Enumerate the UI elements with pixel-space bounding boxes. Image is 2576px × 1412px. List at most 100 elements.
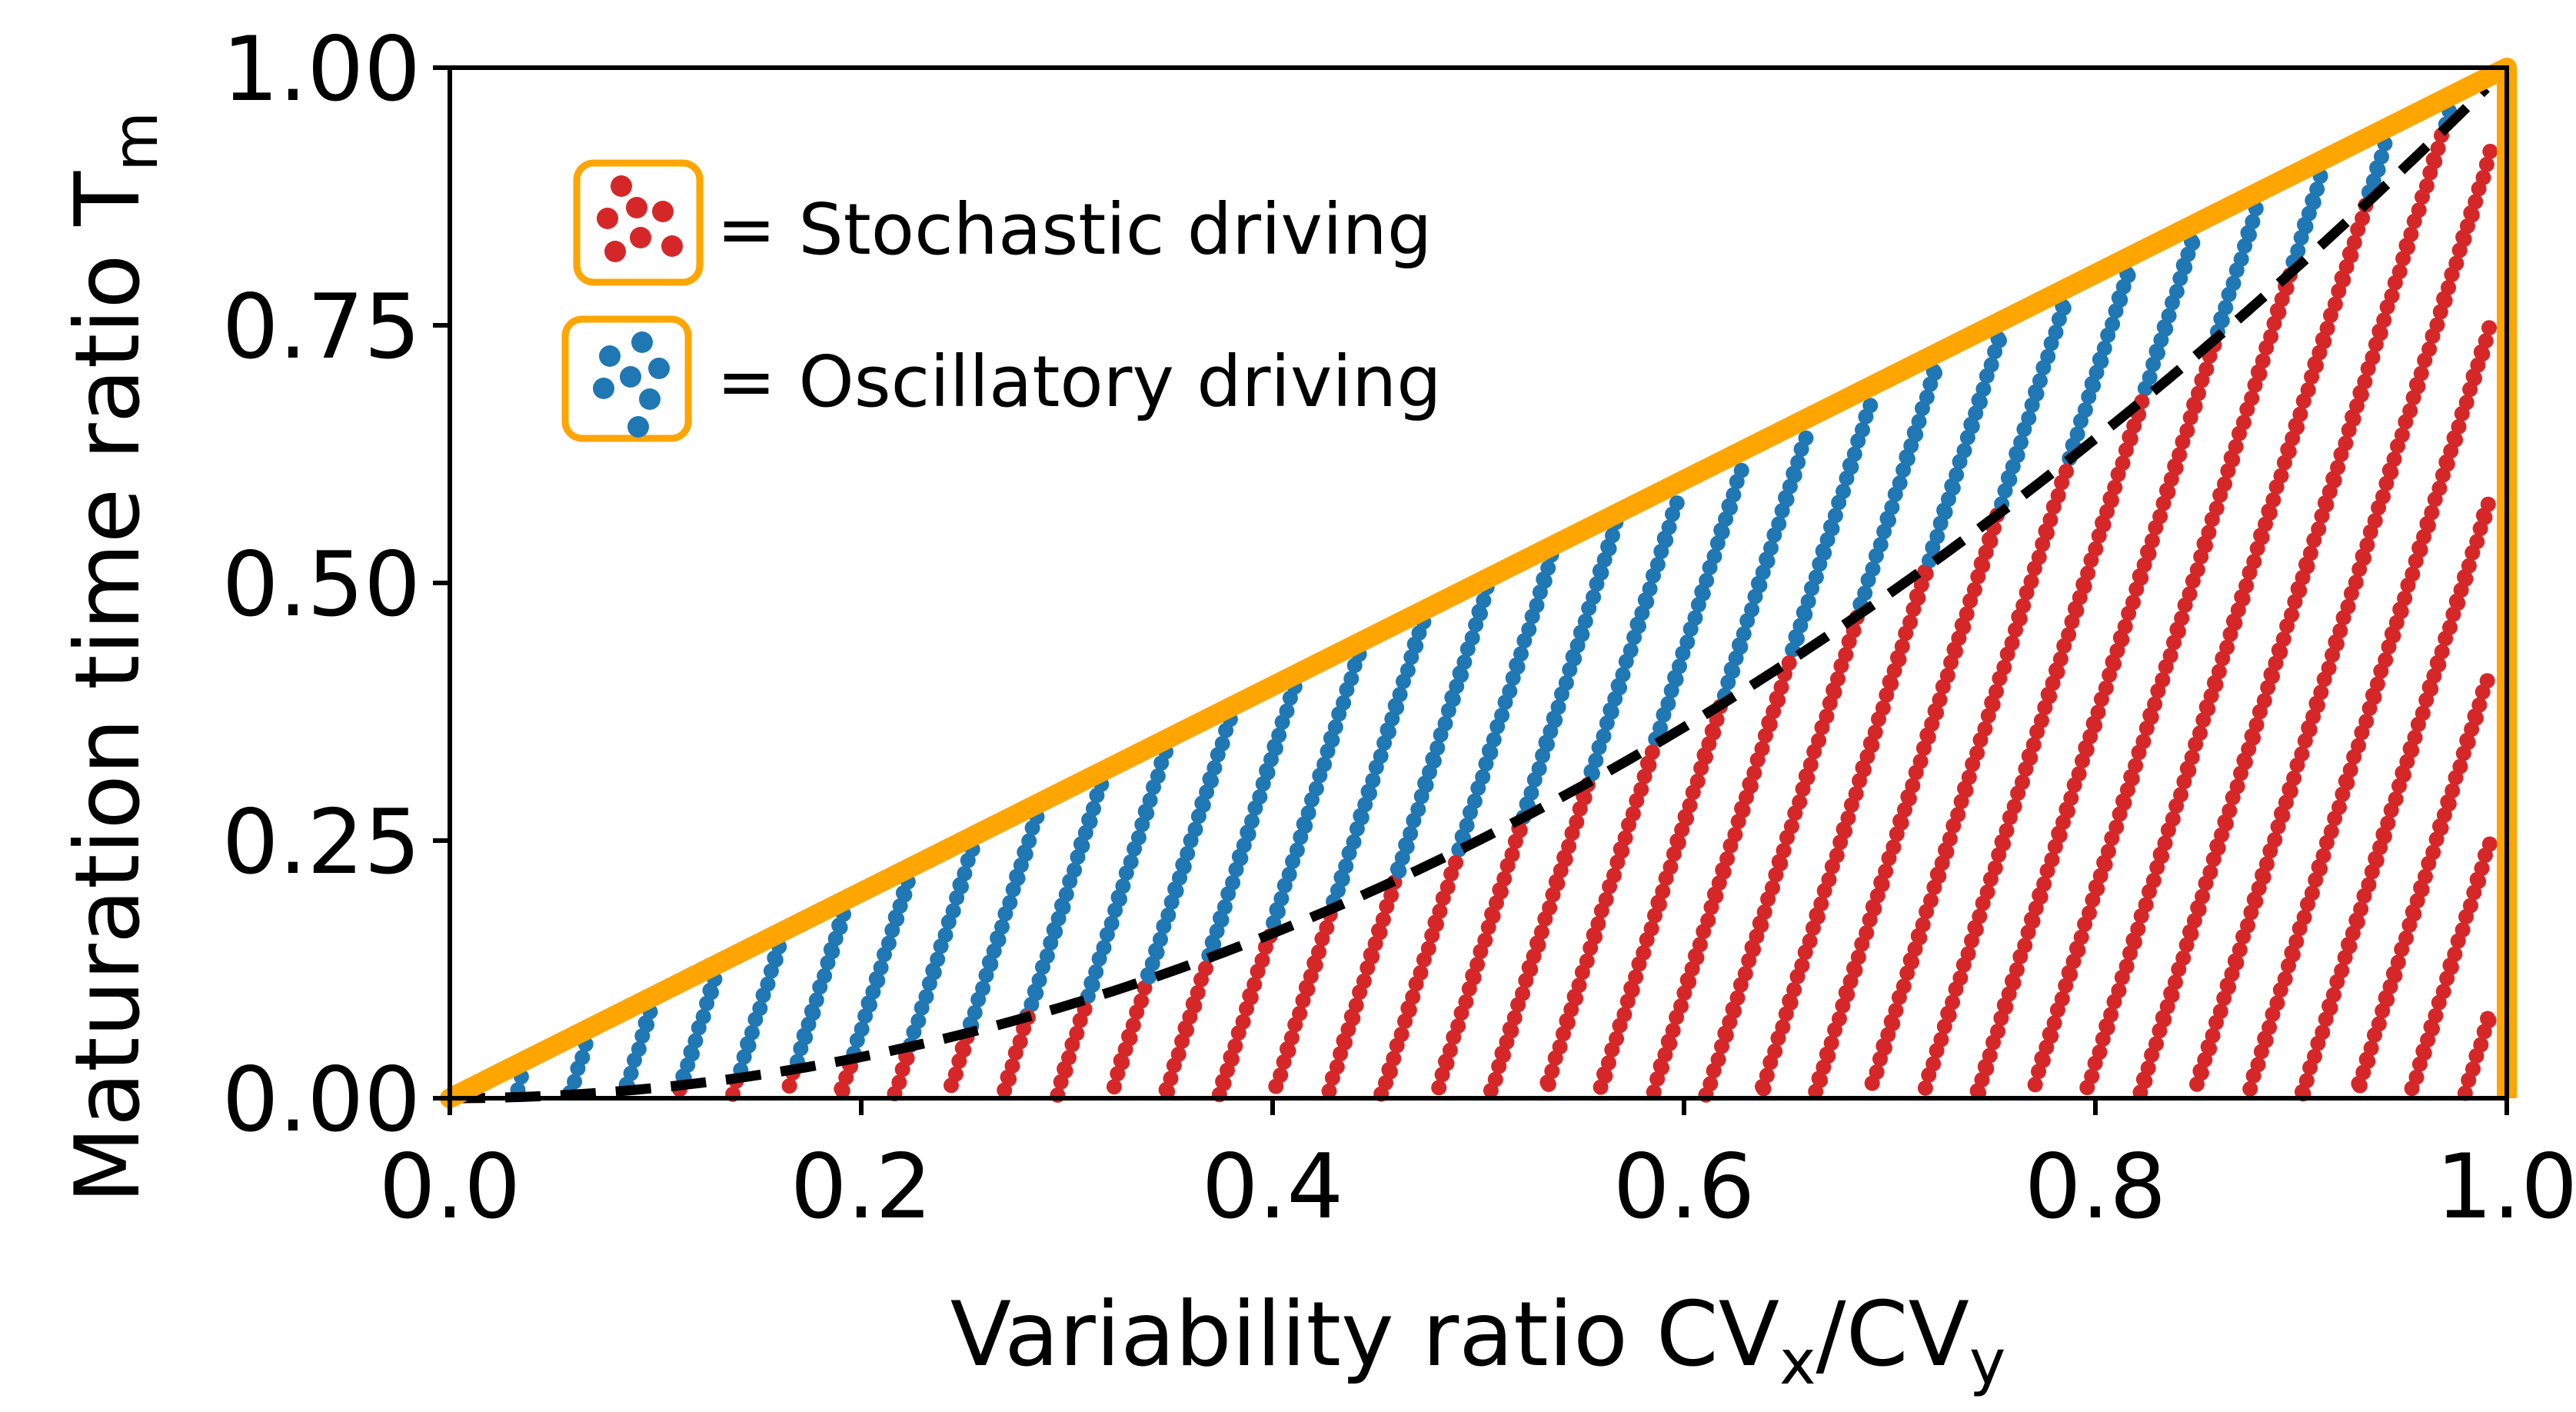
stochastic-point <box>1254 952 1270 968</box>
stochastic-point <box>1540 1076 1556 1092</box>
stochastic-point <box>1641 758 1657 774</box>
oscillatory-point <box>2309 181 2325 198</box>
x-tick-label: 0.8 <box>2025 1135 2166 1239</box>
stochastic-point <box>2275 808 2291 824</box>
stochastic-point <box>2191 901 2207 917</box>
stochastic-point <box>1665 1022 1681 1038</box>
stochastic-point <box>2050 488 2066 504</box>
stochastic-point <box>2282 783 2298 799</box>
stochastic-point <box>2054 991 2070 1007</box>
stochastic-point <box>2202 864 2218 881</box>
oscillatory-point <box>752 1001 768 1017</box>
oscillatory-point <box>1945 480 1961 496</box>
stochastic-point <box>2441 796 2457 812</box>
stochastic-point <box>2005 975 2022 991</box>
stochastic-point <box>2025 913 2041 929</box>
oscillatory-point <box>1540 560 1556 576</box>
stochastic-point <box>2431 657 2447 673</box>
stochastic-point <box>1576 790 1593 806</box>
stochastic-point <box>2202 1041 2218 1057</box>
stochastic-point <box>2397 591 2413 606</box>
stochastic-point <box>834 1083 850 1099</box>
stochastic-point <box>2294 746 2310 762</box>
oscillatory-point <box>1399 662 1416 678</box>
stochastic-point <box>1759 1067 1775 1084</box>
stochastic-point <box>1985 697 2001 713</box>
stochastic-point <box>2315 848 2331 864</box>
stochastic-point <box>2042 688 2058 704</box>
stochastic-point <box>2167 974 2183 991</box>
stochastic-point <box>2098 680 2114 696</box>
stochastic-point <box>1448 854 1463 871</box>
stochastic-point <box>2261 1019 2278 1035</box>
stochastic-point <box>2225 451 2241 468</box>
stochastic-point <box>1939 844 1955 860</box>
stochastic-point <box>2061 627 2077 643</box>
stochastic-point <box>1782 994 1799 1011</box>
oscillatory-point <box>1180 845 1196 861</box>
stochastic-point <box>1737 966 1753 982</box>
stochastic-point <box>2173 787 2188 803</box>
stochastic-point <box>2208 500 2225 516</box>
oscillatory-point <box>1899 451 1915 467</box>
stochastic-point <box>2402 403 2418 419</box>
y-tick-label: 0.25 <box>222 791 421 894</box>
stochastic-point <box>2458 571 2474 587</box>
stochastic-point <box>2043 1028 2059 1044</box>
oscillatory-point <box>1744 601 1760 618</box>
oscillatory-point <box>1862 398 1879 414</box>
stochastic-point <box>2181 762 2197 778</box>
oscillatory-point <box>2177 259 2193 275</box>
oscillatory-point <box>1523 785 1539 801</box>
stochastic-point <box>1386 1051 1402 1067</box>
stochastic-point <box>2281 444 2297 460</box>
stochastic-point <box>2095 517 2112 533</box>
oscillatory-point <box>1919 389 1935 405</box>
stochastic-point <box>1125 1017 1141 1034</box>
stochastic-point <box>2084 1068 2100 1084</box>
stochastic-point <box>1636 945 1652 961</box>
stochastic-point <box>1568 991 1584 1007</box>
oscillatory-point <box>1983 357 1999 373</box>
oscillatory-point <box>1486 731 1502 748</box>
oscillatory-point <box>687 1033 704 1049</box>
y-axis-label: Maturation time ratio Tm <box>56 112 171 1204</box>
stochastic-point <box>2418 178 2435 194</box>
oscillatory-point <box>1881 512 1896 528</box>
stochastic-point <box>2395 767 2411 783</box>
stochastic-point <box>2321 660 2337 676</box>
stochastic-point <box>1969 745 1985 761</box>
stochastic-point <box>2407 729 2423 745</box>
stochastic-point <box>2451 418 2467 435</box>
x-axis-label-sub2: y <box>1969 1327 2005 1398</box>
oscillatory-point <box>918 989 934 1004</box>
stochastic-point <box>1982 533 1999 549</box>
stochastic-point <box>2308 358 2324 374</box>
oscillatory-point <box>1588 752 1604 768</box>
legend: = Stochastic driving = Oscillatory drivi… <box>561 159 1442 442</box>
stochastic-point <box>2172 447 2188 463</box>
x-tick-label: 0.2 <box>790 1135 932 1239</box>
oscillatory-point <box>910 1013 927 1029</box>
x-axis-label-main: Variability ratio CV <box>950 1283 1779 1387</box>
oscillatory-point <box>1612 680 1628 696</box>
x-axis-label-sub1: x <box>1779 1327 1816 1398</box>
oscillatory-point <box>1668 671 1684 688</box>
stochastic-point <box>2090 704 2106 721</box>
oscillatory-point <box>1763 540 1779 556</box>
stochastic-point <box>1549 875 1566 891</box>
stochastic-point <box>1600 1055 1616 1071</box>
oscillatory-point <box>1308 781 1324 797</box>
oscillatory-point <box>1445 691 1461 708</box>
stochastic-point <box>2238 578 2255 594</box>
stochastic-point <box>1616 1007 1632 1023</box>
oscillatory-point <box>1531 761 1547 777</box>
stochastic-point <box>1625 806 1641 822</box>
stochastic-point <box>2330 459 2346 475</box>
stochastic-point <box>2250 1057 2266 1073</box>
stochastic-point <box>2244 390 2260 406</box>
stochastic-point <box>1429 916 1444 932</box>
oscillatory-point <box>1149 944 1165 961</box>
stochastic-point <box>2255 869 2271 885</box>
